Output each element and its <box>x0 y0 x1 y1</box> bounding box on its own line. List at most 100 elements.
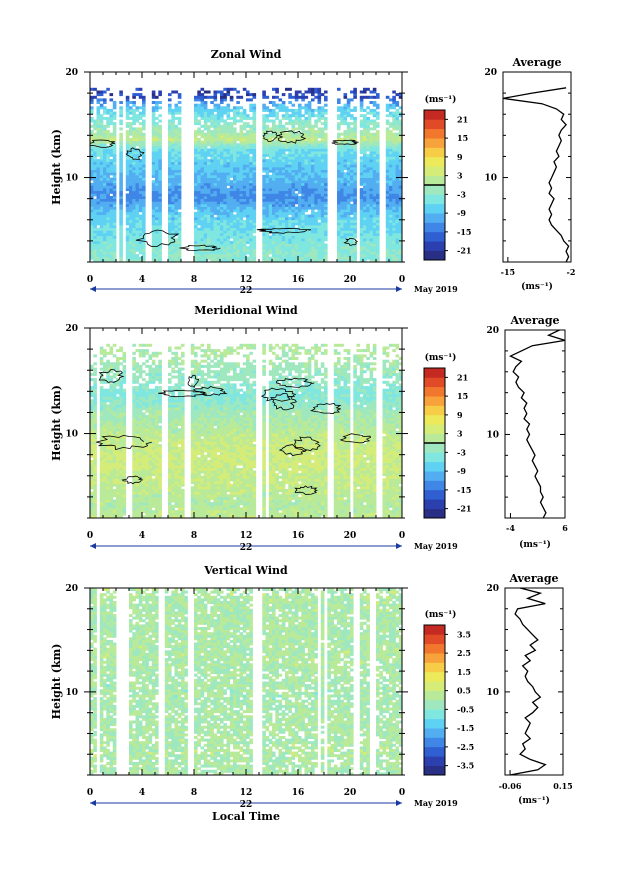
heatmap-cell <box>268 206 273 210</box>
heatmap-cell <box>301 225 305 229</box>
heatmap-cell <box>103 198 107 202</box>
heatmap-cell <box>350 153 354 157</box>
heatmap-cell <box>324 140 328 144</box>
heatmap-cell <box>288 135 292 139</box>
heatmap-cell <box>242 174 247 178</box>
heatmap-cell <box>93 238 97 242</box>
heatmap-cell <box>229 151 234 155</box>
heatmap-cell <box>288 254 292 258</box>
heatmap-cell <box>109 148 114 152</box>
heatmap-cell <box>138 95 143 99</box>
heatmap-cell <box>125 124 130 128</box>
heatmap-cell <box>223 190 227 194</box>
heatmap-cell <box>389 106 393 110</box>
heatmap-cell <box>366 198 370 202</box>
heatmap-cell <box>99 90 104 94</box>
heatmap-cell <box>125 116 130 120</box>
heatmap-cell <box>389 222 393 226</box>
heatmap-cell <box>135 151 140 155</box>
heatmap-cell <box>366 159 370 163</box>
heatmap-cell <box>119 230 123 234</box>
heatmap-cell <box>324 116 328 120</box>
heatmap-cell <box>278 259 283 263</box>
heatmap-cell <box>203 90 208 94</box>
heatmap-cell <box>294 143 299 147</box>
heatmap-cell <box>340 206 344 210</box>
heatmap-cell <box>155 164 159 168</box>
heatmap-cell <box>372 254 377 258</box>
heatmap-cell <box>223 243 227 247</box>
heatmap-cell <box>385 148 390 152</box>
heatmap-cell <box>304 240 309 244</box>
heatmap-cell <box>366 243 370 247</box>
heatmap-cell <box>395 254 400 258</box>
heatmap-cell <box>229 122 234 126</box>
heatmap-cell <box>262 235 266 239</box>
heatmap-cell <box>359 135 364 139</box>
heatmap-cell <box>90 248 94 252</box>
heatmap-cell <box>138 114 143 118</box>
heatmap-cell <box>314 206 318 210</box>
heatmap-cell <box>226 132 231 136</box>
heatmap-cell <box>200 116 205 120</box>
heatmap-cell <box>278 246 283 250</box>
heatmap-cell <box>233 138 237 141</box>
heatmap-cell <box>233 209 237 213</box>
heatmap-cell <box>298 172 302 176</box>
heatmap-cell <box>307 188 312 192</box>
heatmap-cell <box>376 254 380 258</box>
heatmap-cell <box>317 190 322 194</box>
heatmap-cell <box>392 161 396 165</box>
heatmap-cell <box>194 193 198 197</box>
heatmap-cell <box>311 164 315 168</box>
heatmap-cell <box>213 124 218 128</box>
heatmap-cell <box>350 188 354 192</box>
heatmap-cell <box>298 116 302 120</box>
heatmap-cell <box>314 138 318 141</box>
heatmap-cell <box>311 185 315 189</box>
heatmap-cell <box>268 153 273 157</box>
heatmap-cell <box>249 217 253 221</box>
heatmap-cell <box>90 441 94 445</box>
heatmap-cell <box>233 172 237 176</box>
heatmap-cell <box>158 259 162 263</box>
heatmap-cell <box>171 164 175 168</box>
heatmap-cell <box>112 203 117 207</box>
heatmap-cell <box>278 190 283 194</box>
heatmap-cell <box>155 153 159 157</box>
heatmap-cell <box>288 190 292 194</box>
heatmap-cell <box>109 203 114 207</box>
heatmap-cell <box>389 259 393 263</box>
heatmap-cell <box>389 98 393 102</box>
heatmap-cell <box>229 227 234 231</box>
heatmap-cell <box>177 156 182 160</box>
heatmap-cell <box>324 227 328 231</box>
heatmap-cell <box>216 198 221 202</box>
heatmap-cell <box>106 227 110 231</box>
heatmap-cell <box>151 190 156 194</box>
heatmap-cell <box>317 222 322 226</box>
heatmap-cell <box>265 145 270 149</box>
heatmap-cell <box>103 130 107 134</box>
heatmap-cell <box>311 209 315 213</box>
heatmap-cell <box>210 180 214 184</box>
heatmap-cell <box>346 124 351 128</box>
heatmap-cell <box>142 211 146 215</box>
heatmap-cell <box>93 454 97 458</box>
heatmap-cell <box>174 193 179 197</box>
heatmap-cell <box>291 122 296 126</box>
heatmap-cell <box>353 153 357 157</box>
heatmap-cell <box>246 143 250 147</box>
heatmap-cell <box>304 138 309 141</box>
heatmap-cell <box>223 132 227 136</box>
heatmap-cell <box>151 135 156 139</box>
heatmap-cell <box>372 114 377 118</box>
heatmap-cell <box>275 124 279 128</box>
heatmap-cell <box>132 167 136 170</box>
heatmap-cell <box>353 172 357 176</box>
heatmap-cell <box>307 251 312 255</box>
heatmap-cell <box>249 159 253 163</box>
heatmap-cell <box>268 185 273 189</box>
heatmap-cell <box>155 116 159 120</box>
heatmap-cell <box>132 116 136 120</box>
